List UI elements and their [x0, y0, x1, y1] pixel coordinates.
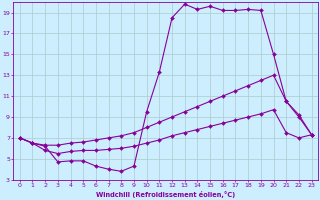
X-axis label: Windchill (Refroidissement éolien,°C): Windchill (Refroidissement éolien,°C): [96, 191, 235, 198]
